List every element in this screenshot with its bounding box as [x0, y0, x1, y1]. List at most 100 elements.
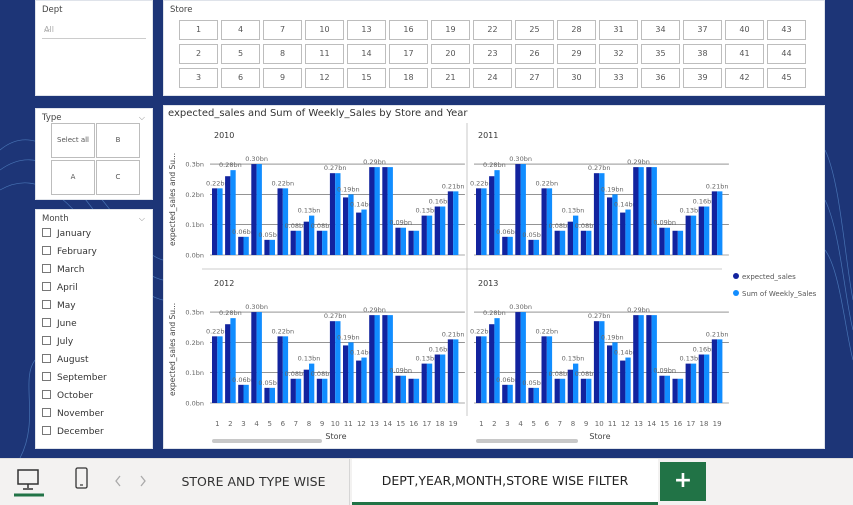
store-button[interactable]: 45 [767, 68, 806, 88]
store-button[interactable]: 5 [221, 44, 260, 64]
checkbox[interactable] [42, 246, 51, 255]
store-button[interactable]: 28 [557, 20, 596, 40]
checkbox[interactable] [42, 264, 51, 273]
data-label: 0.06bn [232, 228, 255, 236]
dept-dropdown[interactable]: All ⌵ [42, 21, 146, 39]
store-button[interactable]: 27 [515, 68, 554, 88]
checkbox[interactable] [42, 390, 51, 399]
tab-store-and-type-wise[interactable]: STORE AND TYPE WISE [158, 459, 350, 505]
store-button[interactable]: 15 [347, 68, 386, 88]
store-button[interactable]: 12 [305, 68, 344, 88]
store-button[interactable]: 25 [515, 20, 554, 40]
store-button[interactable]: 4 [221, 20, 260, 40]
bar-weekly-sales [374, 167, 380, 255]
month-item[interactable]: July [42, 336, 73, 350]
store-button[interactable]: 20 [431, 44, 470, 64]
store-button[interactable]: 1 [179, 20, 218, 40]
checkbox[interactable] [42, 336, 51, 345]
store-button[interactable]: 8 [263, 44, 302, 64]
bar-weekly-sales [690, 363, 697, 403]
bar-expected-sales [251, 312, 257, 403]
checkbox[interactable] [42, 354, 51, 363]
bar-weekly-sales [256, 164, 262, 255]
chevron-left-icon[interactable] [113, 474, 123, 488]
tab-dept-year-month-store-filter[interactable]: DEPT,YEAR,MONTH,STORE WISE FILTER [352, 459, 658, 505]
store-button[interactable]: 43 [767, 20, 806, 40]
store-button[interactable]: 31 [599, 20, 638, 40]
chevron-right-icon[interactable] [138, 474, 148, 488]
checkbox[interactable] [42, 318, 51, 327]
store-button[interactable]: 7 [263, 20, 302, 40]
type-b-button[interactable]: B [96, 123, 140, 158]
type-select-all-button[interactable]: Select all [51, 123, 95, 158]
bar-expected-sales [408, 378, 414, 403]
month-item[interactable]: February [42, 246, 97, 260]
store-button[interactable]: 41 [725, 44, 764, 64]
bar-weekly-sales [269, 387, 275, 403]
month-item[interactable]: August [42, 354, 89, 368]
month-item[interactable]: September [42, 372, 107, 386]
store-button[interactable]: 29 [557, 44, 596, 64]
store-button[interactable]: 24 [473, 68, 512, 88]
desktop-view-icon[interactable] [14, 467, 44, 497]
store-button[interactable]: 35 [641, 44, 680, 64]
bar-expected-sales [303, 221, 309, 255]
store-button[interactable]: 22 [473, 20, 512, 40]
x-tick-label: 14 [647, 420, 656, 428]
store-button[interactable]: 13 [347, 20, 386, 40]
month-item[interactable]: June [42, 318, 77, 332]
store-button[interactable]: 19 [431, 20, 470, 40]
store-button[interactable]: 42 [725, 68, 764, 88]
checkbox[interactable] [42, 372, 51, 381]
store-button[interactable]: 40 [725, 20, 764, 40]
store-button[interactable]: 14 [347, 44, 386, 64]
legend-label: Sum of Weekly_Sales [742, 290, 817, 298]
month-item[interactable]: October [42, 390, 93, 404]
type-c-button[interactable]: C [96, 160, 140, 195]
store-button[interactable]: 9 [263, 68, 302, 88]
bar-weekly-sales [453, 191, 459, 255]
store-button[interactable]: 10 [305, 20, 344, 40]
store-button[interactable]: 36 [641, 68, 680, 88]
store-button[interactable]: 2 [179, 44, 218, 64]
store-button[interactable]: 44 [767, 44, 806, 64]
checkbox[interactable] [42, 300, 51, 309]
bar-expected-sales [554, 230, 560, 255]
data-label: 0.08bn [311, 222, 334, 230]
month-item[interactable]: November [42, 408, 104, 422]
store-button[interactable]: 30 [557, 68, 596, 88]
checkbox[interactable] [42, 426, 51, 435]
store-button[interactable]: 18 [389, 68, 428, 88]
store-button[interactable]: 39 [683, 68, 722, 88]
store-button[interactable]: 34 [641, 20, 680, 40]
store-button[interactable]: 33 [599, 68, 638, 88]
type-a-button[interactable]: A [51, 160, 95, 195]
store-button[interactable]: 32 [599, 44, 638, 64]
store-button[interactable]: 11 [305, 44, 344, 64]
month-item[interactable]: May [42, 300, 76, 314]
month-item[interactable]: December [42, 426, 104, 440]
y-tick-label: 0.1bn [185, 369, 204, 377]
store-button[interactable]: 38 [683, 44, 722, 64]
bar-weekly-sales [677, 230, 684, 255]
store-button[interactable]: 16 [389, 20, 428, 40]
month-item[interactable]: April [42, 282, 78, 296]
add-page-button[interactable]: + [660, 462, 706, 501]
data-label: 0.08bn [311, 370, 334, 378]
bar-expected-sales [212, 188, 218, 255]
store-button[interactable]: 3 [179, 68, 218, 88]
store-button[interactable]: 37 [683, 20, 722, 40]
store-button[interactable]: 26 [515, 44, 554, 64]
month-item[interactable]: January [42, 228, 91, 242]
checkbox[interactable] [42, 408, 51, 417]
store-button[interactable]: 6 [221, 68, 260, 88]
store-button[interactable]: 21 [431, 68, 470, 88]
store-button[interactable]: 23 [473, 44, 512, 64]
checkbox[interactable] [42, 228, 51, 237]
checkbox[interactable] [42, 282, 51, 291]
phone-view-icon[interactable] [72, 467, 92, 493]
bar-weekly-sales [481, 188, 487, 255]
store-button[interactable]: 17 [389, 44, 428, 64]
month-item[interactable]: March [42, 264, 84, 278]
data-label: 0.08bn [549, 222, 572, 230]
